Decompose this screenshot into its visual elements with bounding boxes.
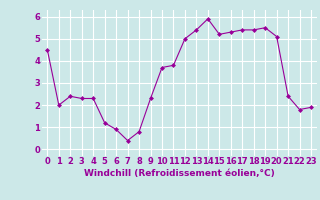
X-axis label: Windchill (Refroidissement éolien,°C): Windchill (Refroidissement éolien,°C) <box>84 169 275 178</box>
